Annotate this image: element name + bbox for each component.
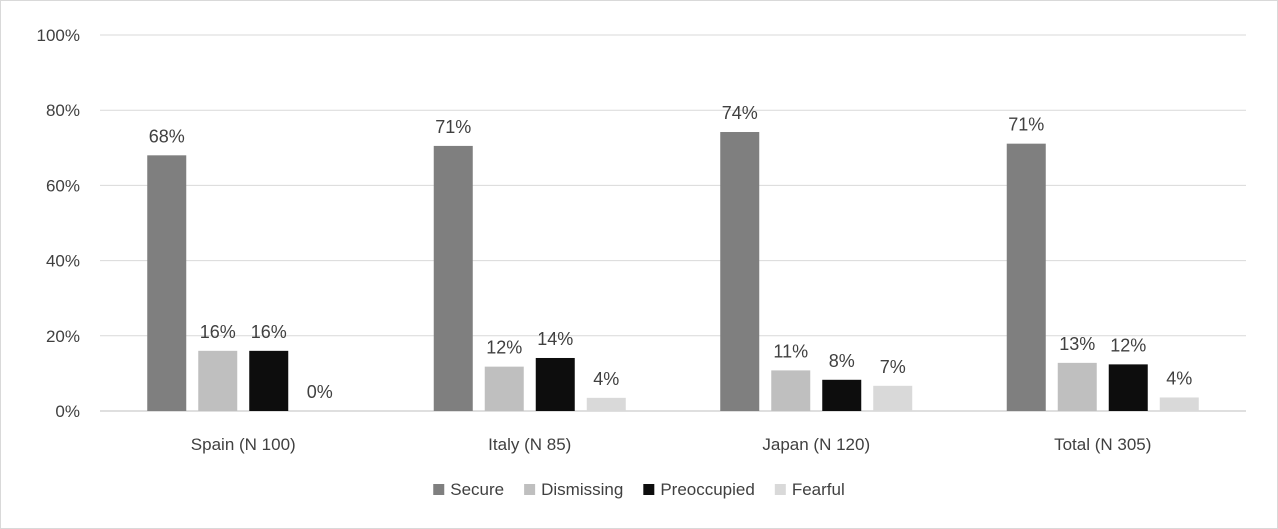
- bar-preoccupied: [1108, 364, 1148, 411]
- data-label: 8%: [829, 351, 855, 371]
- y-tick-label: 20%: [46, 327, 80, 346]
- y-tick-label: 80%: [46, 101, 80, 120]
- x-category-label: Italy (N 85): [488, 435, 571, 454]
- y-tick-label: 40%: [46, 252, 80, 271]
- legend-label: Secure: [450, 480, 504, 499]
- x-axis-category-labels: Spain (N 100) Italy (N 85) Japan (N 120) To…: [191, 435, 1152, 454]
- legend-swatch-dismissing: [524, 484, 536, 495]
- legend-swatch-preoccupied: [643, 484, 655, 495]
- bar-preoccupied: [249, 350, 289, 411]
- data-label: 0%: [307, 382, 333, 402]
- legend: Secure Dismissing Preoccupied Fearful: [433, 480, 845, 499]
- bar-dismissing: [1057, 362, 1097, 411]
- data-label: 16%: [251, 322, 287, 342]
- bar-secure: [147, 155, 187, 411]
- y-tick-label: 60%: [46, 176, 80, 195]
- bar-secure: [720, 132, 760, 411]
- legend-label: Dismissing: [541, 480, 623, 499]
- bar-dismissing: [771, 370, 811, 411]
- y-tick-label: 0%: [55, 402, 80, 421]
- bar-preoccupied: [822, 379, 862, 411]
- bars: [147, 132, 1199, 412]
- data-label: 12%: [1110, 335, 1146, 355]
- bar-dismissing: [484, 366, 524, 411]
- y-tick-label: 100%: [37, 26, 80, 45]
- data-label: 71%: [435, 117, 471, 137]
- gridlines: [100, 34, 1246, 412]
- data-label: 74%: [722, 103, 758, 123]
- bar-secure: [1006, 143, 1046, 411]
- bar-dismissing: [198, 350, 238, 411]
- data-label: 11%: [773, 341, 808, 361]
- data-label: 12%: [486, 338, 522, 358]
- data-label: 16%: [200, 322, 236, 342]
- data-label: 4%: [1166, 368, 1192, 388]
- data-labels: 68% 16% 16% 0% 71% 12% 14% 4% 74% 11% 8% 7% 71% 13% 12…: [149, 103, 1193, 402]
- data-label: 13%: [1059, 334, 1095, 354]
- legend-swatch-secure: [433, 484, 445, 495]
- bar-fearful: [586, 397, 626, 411]
- x-category-label: Total (N 305): [1054, 435, 1151, 454]
- legend-label: Fearful: [792, 480, 845, 499]
- x-category-label: Spain (N 100): [191, 435, 296, 454]
- x-category-label: Japan (N 120): [762, 435, 870, 454]
- data-label: 4%: [593, 369, 619, 389]
- data-label: 71%: [1008, 115, 1044, 135]
- data-label: 7%: [880, 357, 906, 377]
- bar-secure: [433, 145, 473, 412]
- bar-preoccupied: [535, 357, 575, 411]
- data-label: 68%: [149, 126, 185, 146]
- data-label: 14%: [537, 329, 573, 349]
- y-axis-tick-labels: 0% 20% 40% 60% 80% 100%: [37, 26, 80, 421]
- bar-fearful: [1159, 397, 1199, 411]
- legend-label: Preoccupied: [660, 480, 755, 499]
- bar-fearful: [873, 385, 913, 411]
- legend-swatch-fearful: [774, 484, 786, 495]
